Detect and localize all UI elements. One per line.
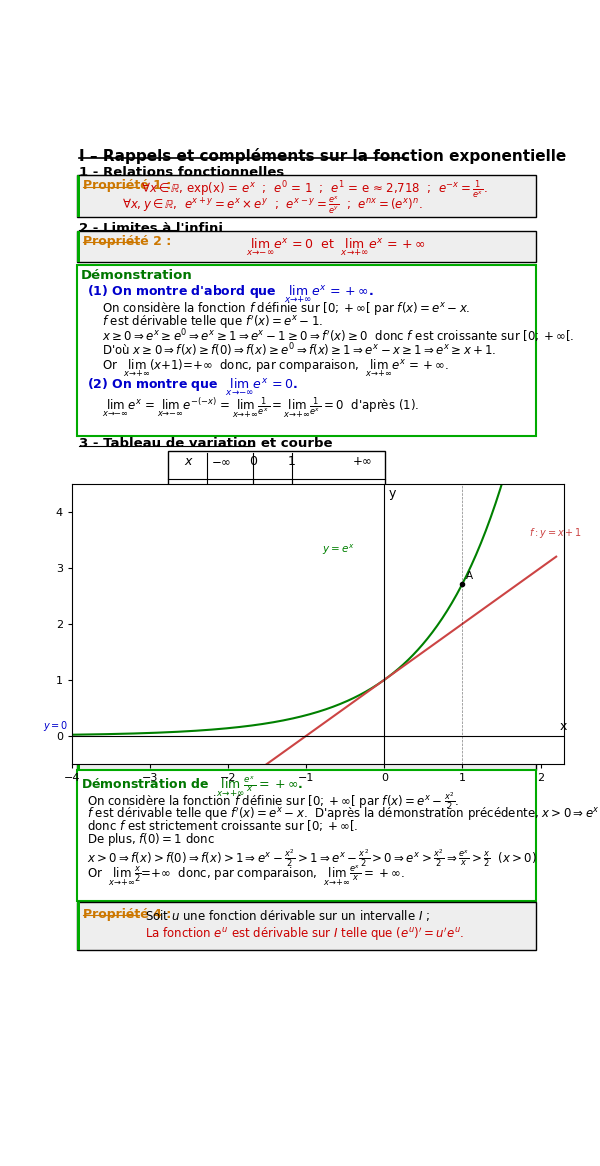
Text: $\lim_{x \to -\infty} xe^x = 0$  ;  $\lim_{x \to 0} \frac{e^x-1}{x} = 1$  ;  $\l: $\lim_{x \to -\infty} xe^x = 0$ ; $\lim_… — [145, 744, 396, 770]
Text: $x > 0 \Rightarrow f(x) > f(0) \Rightarrow f(x) > 1 \Rightarrow e^x - \frac{x^2}: $x > 0 \Rightarrow f(x) > f(0) \Rightarr… — [86, 847, 536, 869]
Text: Propriété 2 :: Propriété 2 : — [83, 234, 171, 247]
Text: $-\infty$: $-\infty$ — [211, 455, 231, 469]
FancyBboxPatch shape — [77, 902, 80, 950]
$y = e^x$ — [373, 679, 380, 693]
Text: Or  $\lim_{x \to +\infty} (x+1) = +\infty$  donc, par comparaison,  $\lim_{x \to: Or $\lim_{x \to +\infty} (x+1) = +\infty… — [102, 357, 449, 379]
Text: $e^x$: $e^x$ — [181, 487, 197, 501]
Text: e: e — [295, 486, 302, 499]
Line: $y = e^x$: $y = e^x$ — [72, 231, 556, 735]
Text: $\lim_{x \to -\infty} e^x = \lim_{x \to -\infty} e^{-(-x)} = \lim_{x \to +\infty: $\lim_{x \to -\infty} e^x = \lim_{x \to … — [102, 395, 419, 421]
Text: Propriété 4 :: Propriété 4 : — [83, 907, 171, 921]
Text: On considère la fonction $f$ définie sur $[0;+\infty[$ par $f(x) = e^x - \frac{x: On considère la fonction $f$ définie sur… — [86, 789, 459, 812]
Text: donc $f$ est strictement croissante sur $[0;+\infty[$.: donc $f$ est strictement croissante sur … — [86, 817, 358, 833]
FancyBboxPatch shape — [77, 175, 536, 217]
FancyBboxPatch shape — [168, 451, 385, 506]
$y = e^x$ — [421, 635, 428, 649]
FancyBboxPatch shape — [77, 175, 80, 217]
FancyBboxPatch shape — [77, 739, 80, 770]
Text: 1 - Relations fonctionnelles: 1 - Relations fonctionnelles — [79, 166, 284, 180]
Text: On considère la fonction $f$ définie sur $[0;+\infty[$ par $f(x) = e^x - x$.: On considère la fonction $f$ définie sur… — [102, 300, 470, 317]
Text: 0: 0 — [249, 455, 257, 469]
$y = e^x$ — [68, 728, 76, 742]
Text: x: x — [560, 719, 568, 733]
FancyBboxPatch shape — [77, 231, 536, 261]
Text: $+\infty$: $+\infty$ — [352, 455, 372, 469]
Text: 3 - Tableau de variation et courbe: 3 - Tableau de variation et courbe — [79, 437, 332, 450]
Text: $f$ est dérivable telle que $f'(x) = e^x - 1$.: $f$ est dérivable telle que $f'(x) = e^x… — [102, 314, 323, 331]
Text: A: A — [466, 571, 473, 581]
Text: La fonction $e^u$ est dérivable sur $I$ telle que $(e^u)' = u'e^u$.: La fonction $e^u$ est dérivable sur $I$ … — [145, 926, 464, 943]
Text: $x \geq 0 \Rightarrow e^x \geq e^0 \Rightarrow e^x \geq 1 \Rightarrow e^x - 1 \g: $x \geq 0 \Rightarrow e^x \geq e^0 \Righ… — [102, 328, 575, 345]
Text: $+\infty$: $+\infty$ — [352, 483, 372, 496]
Text: (2) On montre que  $\lim_{x \to -\infty} e^x = 0$.: (2) On montre que $\lim_{x \to -\infty} … — [86, 377, 297, 399]
Text: $\forall x \in \mathbb{R}$, exp(x) = $e^x$  ;  $e^0$ = 1  ;  $e^1$ = e ≈ 2,718  : $\forall x \in \mathbb{R}$, exp(x) = $e^… — [141, 180, 487, 202]
$y = e^x$ — [226, 721, 233, 735]
Text: (1) On montre d'abord que  $\lim_{x \to +\infty} e^x = +\infty$.: (1) On montre d'abord que $\lim_{x \to +… — [86, 283, 373, 305]
Text: $f: y = x+1$: $f: y = x+1$ — [529, 526, 582, 540]
$y = e^x$ — [127, 726, 134, 740]
FancyBboxPatch shape — [77, 231, 80, 261]
$y = e^x$ — [260, 717, 268, 731]
Text: Soit $u$ une fonction dérivable sur un intervalle $I$ ;: Soit $u$ une fonction dérivable sur un i… — [145, 907, 430, 922]
Text: 4 - Compléments: 4 - Compléments — [79, 730, 205, 743]
Text: y: y — [388, 486, 395, 500]
$f: y = x+1$: (-1.54, -0.545): y = x+1$: (-1.54, -0.545) — [260, 759, 268, 773]
Text: 1: 1 — [288, 455, 296, 469]
Text: $\forall x, y \in \mathbb{R}$,  $e^{x+y} = e^x \times e^y$  ;  $e^{x-y} = \frac{: $\forall x, y \in \mathbb{R}$, $e^{x+y} … — [121, 195, 422, 216]
Text: Or  $\lim_{x \to +\infty} \frac{x}{2} = +\infty$  donc, par comparaison,  $\lim_: Or $\lim_{x \to +\infty} \frac{x}{2} = +… — [86, 864, 404, 887]
Text: D'où $x \geq 0 \Rightarrow f(x) \geq f(0) \Rightarrow f(x) \geq e^0 \Rightarrow : D'où $x \geq 0 \Rightarrow f(x) \geq f(0… — [102, 342, 497, 359]
$f: y = x+1$: (-3.25, -2.25): y = x+1$: (-3.25, -2.25) — [127, 855, 134, 869]
$f: y = x+1$: (2.2, 3.2): y = x+1$: (2.2, 3.2) — [553, 549, 560, 563]
$f: y = x+1$: (0.475, 1.48): y = x+1$: (0.475, 1.48) — [418, 646, 425, 660]
FancyBboxPatch shape — [77, 739, 536, 770]
$f: y = x+1$: (-0.0997, 0.9): y = x+1$: (-0.0997, 0.9) — [373, 679, 380, 693]
Text: $y = 0$: $y = 0$ — [43, 719, 68, 733]
Text: Démonstration de  $\lim_{x \to +\infty} \frac{e^x}{x} = +\infty$.: Démonstration de $\lim_{x \to +\infty} \… — [81, 774, 303, 799]
Text: $x$: $x$ — [184, 455, 194, 469]
Text: $\lim_{x \to -\infty} e^x = 0$  et  $\lim_{x \to +\infty} e^x = +\infty$: $\lim_{x \to -\infty} e^x = 0$ et $\lim_… — [245, 237, 425, 258]
Text: Propriété 3 :: Propriété 3 : — [83, 743, 171, 756]
$y = e^x$ — [418, 639, 425, 653]
FancyBboxPatch shape — [77, 265, 536, 436]
$f: y = x+1$: (0.506, 1.51): y = x+1$: (0.506, 1.51) — [421, 645, 428, 659]
Text: De plus, $f(0) = 1$ donc: De plus, $f(0) = 1$ donc — [86, 831, 215, 849]
Text: 1: 1 — [255, 486, 263, 499]
$y = e^x$ — [553, 224, 560, 238]
$f: y = x+1$: (-4, -3): y = x+1$: (-4, -3) — [68, 897, 76, 911]
Text: Démonstration: Démonstration — [81, 269, 193, 282]
Line: $f: y = x+1$: $f: y = x+1$ — [72, 556, 556, 904]
FancyBboxPatch shape — [77, 770, 536, 900]
Text: 0: 0 — [211, 491, 218, 504]
Text: 2 - Limites à l'infini: 2 - Limites à l'infini — [79, 222, 223, 234]
Text: $f$ est dérivable telle que $f'(x) = e^x - x$.  D'après la démonstration précéde: $f$ est dérivable telle que $f'(x) = e^x… — [86, 806, 600, 823]
Text: $y = e^x$: $y = e^x$ — [322, 542, 354, 556]
$f: y = x+1$: (-1.98, -0.98): y = x+1$: (-1.98, -0.98) — [226, 784, 233, 798]
FancyBboxPatch shape — [77, 902, 536, 950]
Text: I – Rappels et compléments sur la fonction exponentielle: I – Rappels et compléments sur la foncti… — [79, 148, 566, 164]
Text: Propriété 1 :: Propriété 1 : — [83, 180, 171, 192]
